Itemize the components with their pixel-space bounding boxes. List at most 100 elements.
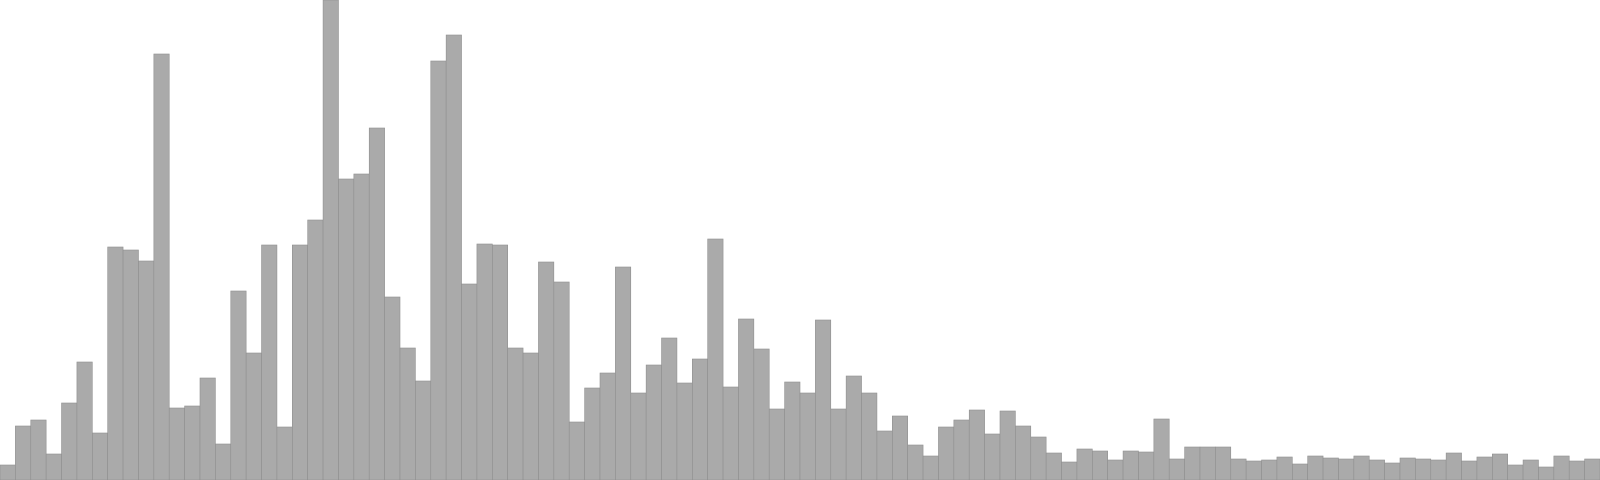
histogram-bar (415, 380, 432, 480)
histogram-bar (1061, 461, 1078, 480)
histogram-bar (1261, 459, 1278, 480)
histogram-bar (799, 392, 816, 480)
histogram-bar (1230, 458, 1247, 480)
histogram-bar (507, 347, 524, 480)
histogram-bar (230, 290, 247, 480)
histogram-bar (1430, 459, 1447, 480)
histogram-bar (1461, 460, 1478, 480)
histogram-bar (676, 382, 693, 480)
histogram-bar (1292, 463, 1308, 480)
histogram-bar (153, 53, 170, 480)
histogram-bar (322, 0, 339, 480)
histogram-bar (707, 238, 724, 480)
histogram-bar (61, 402, 78, 480)
histogram-bar (138, 260, 155, 480)
histogram-bar (938, 426, 955, 480)
histogram-bar (122, 249, 139, 480)
histogram-bar (1507, 464, 1524, 480)
histogram-bar (368, 127, 385, 480)
histogram-bar (1199, 446, 1216, 480)
histogram-bar (399, 347, 416, 480)
histogram-bar (953, 419, 970, 480)
histogram-bar (338, 178, 355, 480)
histogram-bar (568, 421, 585, 480)
histogram-bar (168, 407, 185, 480)
histogram-bar (1184, 446, 1201, 480)
histogram-bar (1568, 460, 1585, 480)
histogram-bar (1415, 458, 1432, 480)
histogram-bar (1107, 459, 1124, 480)
histogram-bar (753, 348, 770, 480)
histogram-bar (1476, 456, 1493, 480)
histogram-bar (830, 408, 847, 480)
histogram-bar (30, 419, 47, 480)
histogram-bar (245, 352, 262, 480)
histogram-bar (1092, 450, 1108, 480)
histogram-bar (1045, 452, 1062, 480)
histogram-bar (1553, 455, 1570, 480)
histogram-bar (1307, 455, 1324, 480)
histogram-bar (584, 387, 601, 480)
histogram-bar (1015, 425, 1032, 480)
histogram-bar (15, 425, 32, 480)
histogram-bar (76, 361, 93, 480)
histogram-bar (1215, 446, 1232, 480)
histogram-bar (999, 410, 1016, 480)
histogram-bar (692, 358, 708, 480)
histogram-bar (1122, 450, 1139, 480)
histogram-bar (92, 432, 108, 480)
histogram-bar (1445, 452, 1462, 480)
histogram-bar (1276, 456, 1293, 480)
histogram-bar (599, 372, 616, 480)
histogram-bar (661, 337, 678, 480)
histogram-bar (476, 243, 493, 480)
histogram-bar (876, 430, 893, 480)
histogram-bar (630, 392, 647, 480)
histogram-bar (45, 453, 62, 480)
histogram-bar (1538, 466, 1555, 480)
histogram-bar (1322, 457, 1339, 480)
histogram-bar (215, 443, 232, 480)
histogram-bar (1368, 459, 1385, 480)
histogram-bar (461, 283, 478, 480)
histogram-bar (922, 455, 939, 480)
histogram-bar (1030, 436, 1047, 480)
histogram-bar (645, 364, 662, 480)
histogram-bar (892, 415, 908, 480)
histogram-bar (784, 381, 801, 480)
histogram-bar (738, 318, 755, 480)
histogram-bar (107, 246, 124, 480)
histogram-bar (845, 375, 862, 480)
histogram-bar (445, 34, 462, 480)
histogram-bar (276, 426, 293, 480)
histogram-bar (353, 173, 370, 480)
histogram-bar (522, 352, 539, 480)
histogram-bar (1338, 458, 1355, 480)
histogram-bar (0, 464, 16, 480)
histogram-bar (968, 409, 985, 480)
histogram-bar (1245, 460, 1262, 480)
histogram-bar (261, 244, 278, 480)
histogram-bar (1492, 453, 1508, 480)
histogram-bar (492, 244, 508, 480)
histogram-bar (553, 281, 570, 480)
histogram-bar (984, 433, 1001, 480)
histogram-bar (307, 219, 324, 480)
histogram-bar (384, 296, 401, 480)
histogram-bar (199, 377, 216, 480)
histogram-bar (1584, 458, 1600, 480)
histogram-bar (292, 244, 308, 480)
histogram-bar (815, 319, 832, 480)
histogram-bar (1153, 418, 1170, 480)
histogram-bar (430, 60, 447, 480)
histogram-bar (615, 266, 632, 480)
histogram-bar (538, 261, 555, 480)
histogram-bar (1522, 459, 1539, 480)
histogram-bar (722, 386, 739, 480)
histogram-bar (1168, 458, 1185, 480)
histogram-bar (1353, 455, 1370, 480)
histogram-bar (184, 405, 201, 480)
histogram-bar (1076, 448, 1093, 480)
